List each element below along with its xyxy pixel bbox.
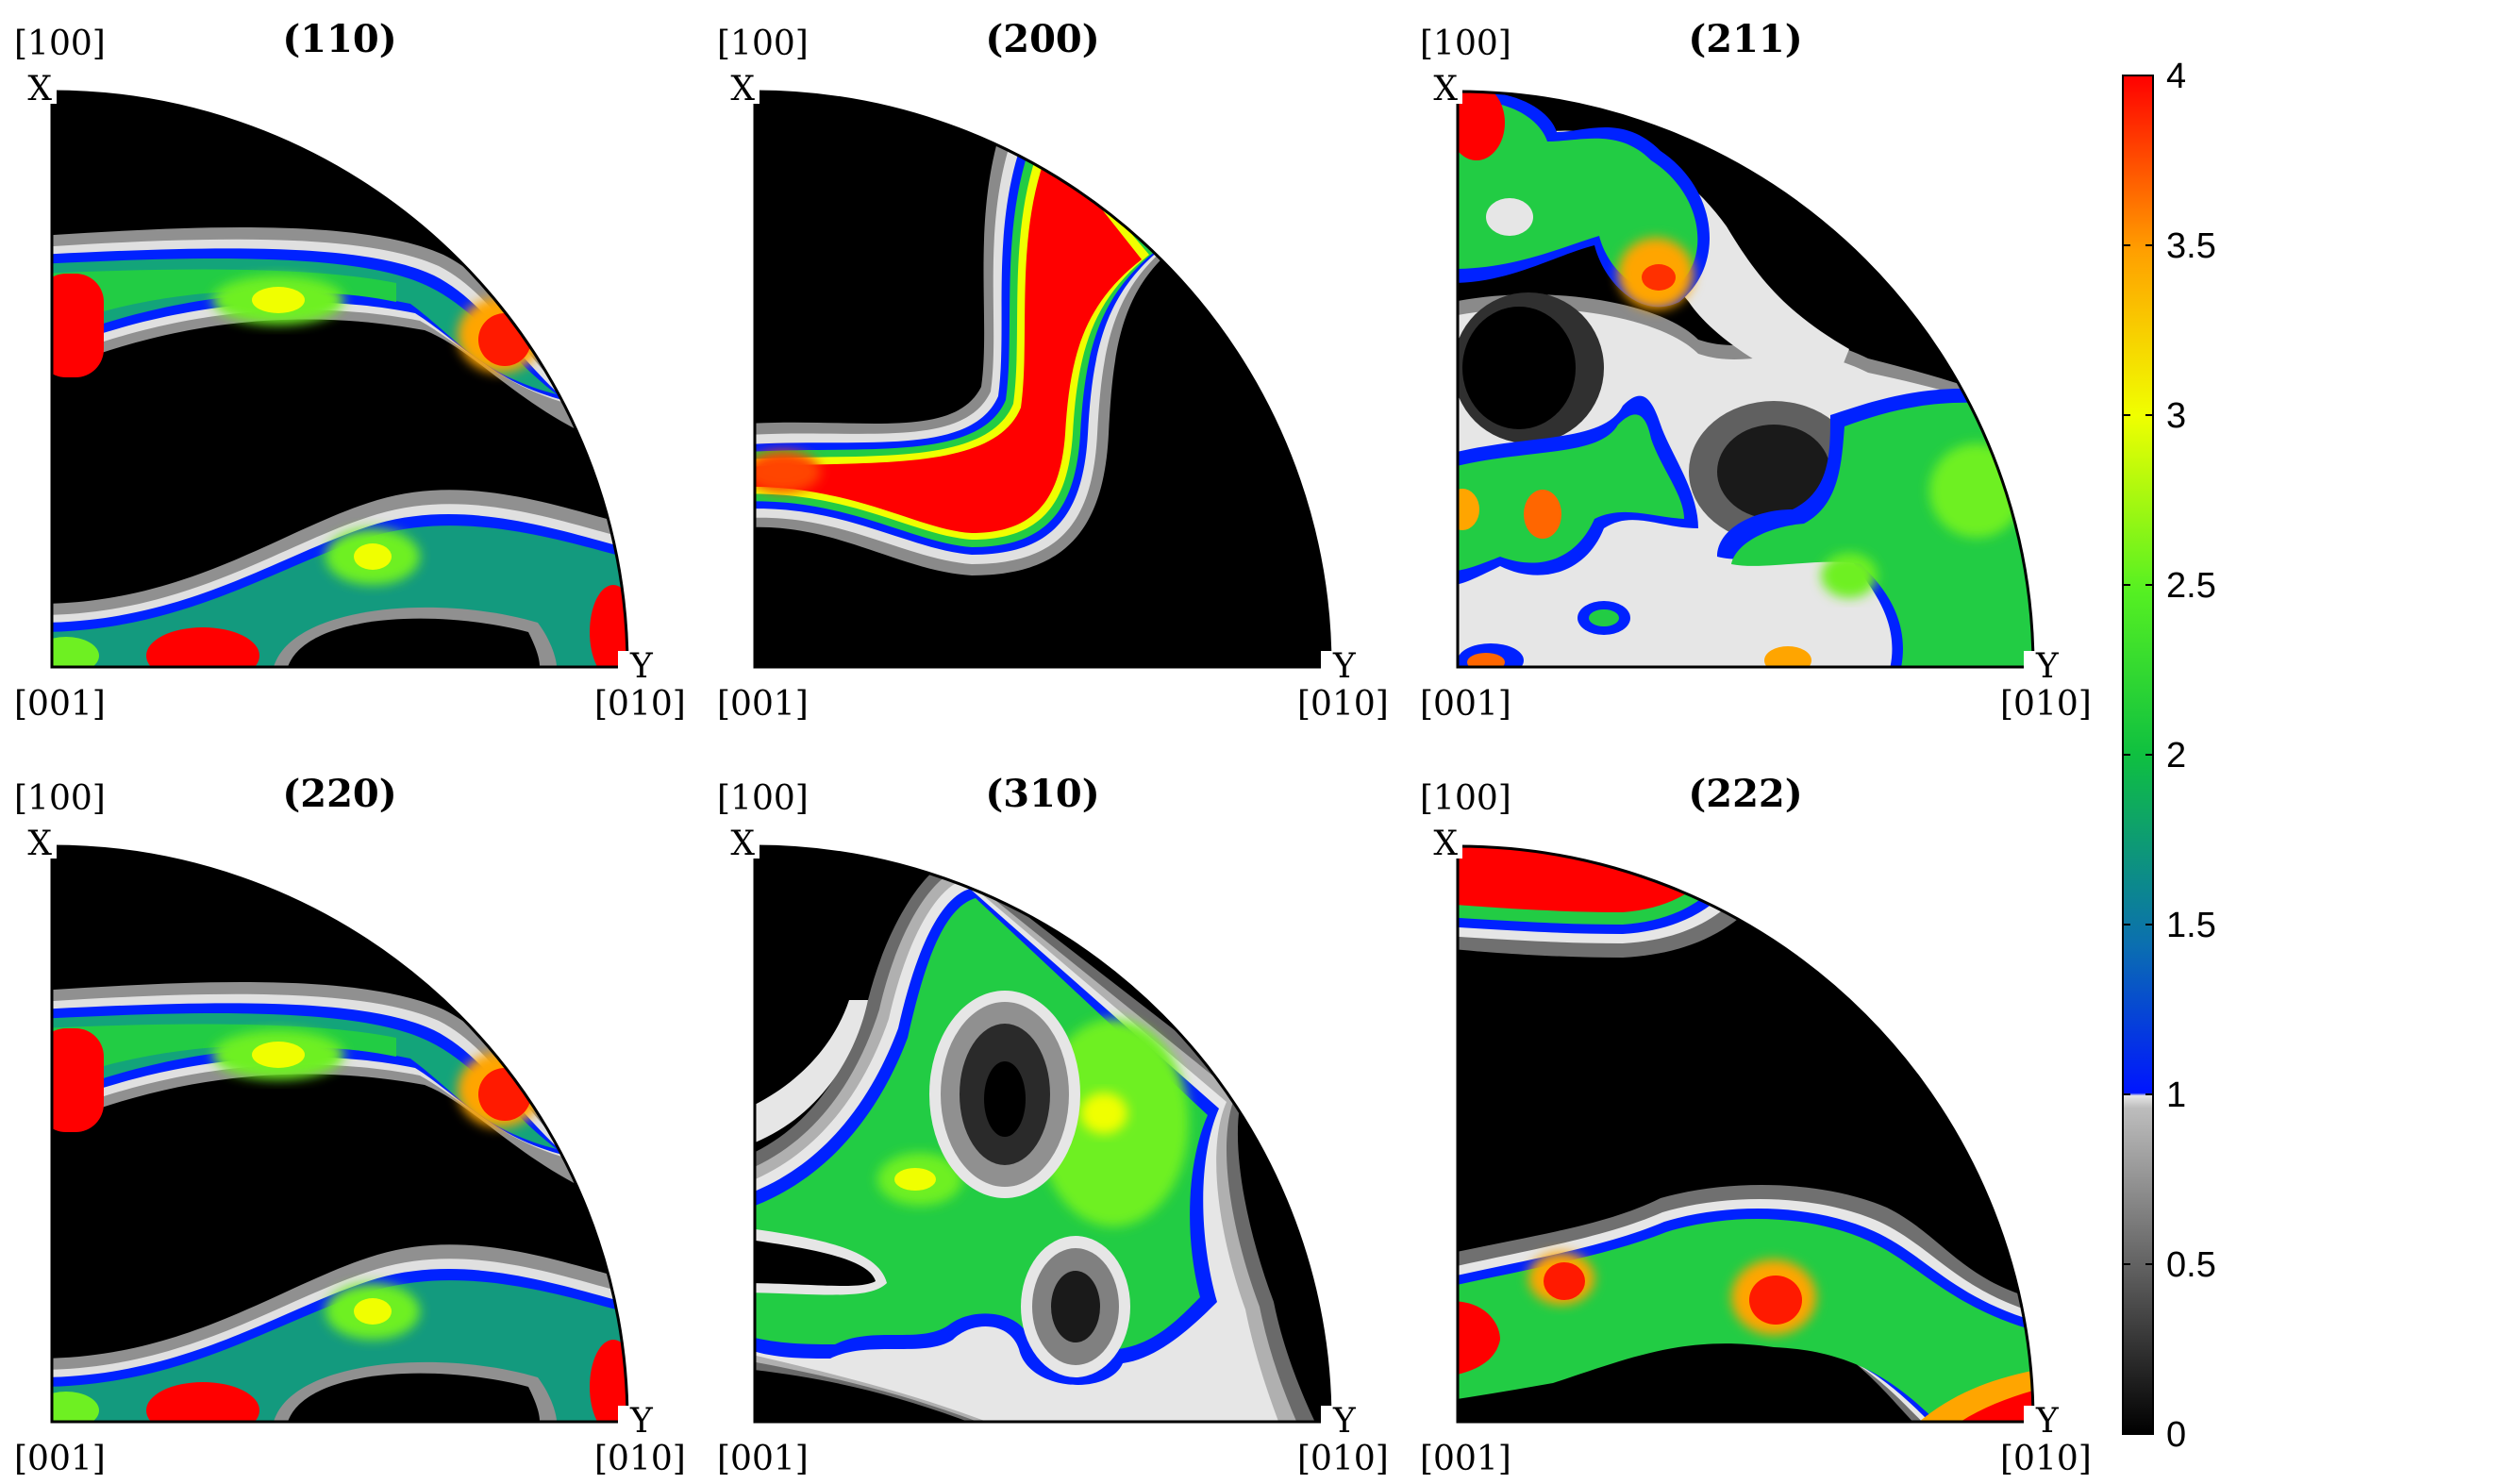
direction-label-100: [100] — [1420, 25, 1511, 63]
axis-x-label: X — [730, 825, 755, 863]
colorbar-tick-label: 0 — [2166, 1415, 2186, 1455]
panel-title: (200) — [985, 17, 1099, 61]
axis-x-label: X — [27, 70, 52, 108]
direction-label-100: [100] — [717, 779, 809, 818]
pole-figure-110: X Y [100] [001] [010] (110) — [14, 17, 686, 724]
colorbar-tick-label: 2.5 — [2166, 566, 2216, 606]
panel-title: (110) — [282, 17, 396, 61]
direction-label-001: [001] — [717, 1440, 809, 1478]
axis-x-label: X — [1433, 70, 1458, 108]
axis-x-label: X — [730, 70, 755, 108]
direction-label-010: [010] — [1297, 1440, 1389, 1478]
direction-label-100: [100] — [14, 25, 106, 63]
direction-label-001: [001] — [717, 685, 809, 724]
direction-label-010: [010] — [594, 1440, 686, 1478]
colorbar-tick-label: 1.5 — [2166, 906, 2216, 945]
pole-figure-200: X Y [100] [001] [010] (200) — [717, 17, 1389, 724]
direction-label-010: [010] — [1297, 685, 1389, 724]
direction-label-001: [001] — [14, 685, 106, 724]
axis-y-label: Y — [629, 647, 654, 686]
axis-y-label: Y — [2035, 647, 2060, 686]
panel-title: (310) — [985, 772, 1099, 816]
panel-title: (220) — [282, 772, 396, 816]
colorbar-tick-label: 4 — [2166, 57, 2186, 96]
colorbar-tick-label: 1 — [2166, 1075, 2186, 1115]
direction-label-001: [001] — [1420, 1440, 1511, 1478]
axis-y-label: Y — [2035, 1402, 2060, 1441]
axis-y-label: Y — [1332, 647, 1357, 686]
colorbar: 0 0.5 1 1.5 2 2.5 3 3.5 4 — [2123, 57, 2216, 1455]
direction-label-010: [010] — [2000, 685, 2092, 724]
colorbar-tick-label: 3.5 — [2166, 226, 2216, 266]
intensity-map — [1444, 75, 2047, 679]
panel-title: (222) — [1688, 772, 1802, 816]
direction-label-001: [001] — [14, 1440, 106, 1478]
axis-y-label: Y — [1332, 1402, 1357, 1441]
panel-title: (211) — [1688, 17, 1802, 61]
pole-figure-222: X Y [100] [001] [010] (222) — [1420, 772, 2092, 1478]
colorbar-tick-label: 3 — [2166, 396, 2186, 436]
direction-label-001: [001] — [1420, 685, 1511, 724]
pole-figure-211: X Y [100] [001] [010] (211) — [1420, 17, 2092, 724]
direction-label-100: [100] — [1420, 779, 1511, 818]
pole-figure-220: X Y [100] [001] [010] (220) — [14, 772, 686, 1478]
direction-label-010: [010] — [2000, 1440, 2092, 1478]
direction-label-100: [100] — [717, 25, 809, 63]
colorbar-tick-label: 0.5 — [2166, 1245, 2216, 1285]
axis-x-label: X — [1433, 825, 1458, 863]
direction-label-010: [010] — [594, 685, 686, 724]
axis-y-label: Y — [629, 1402, 654, 1441]
colorbar-tick-label: 2 — [2166, 736, 2186, 775]
axis-x-label: X — [27, 825, 52, 863]
pole-figure-310: X Y [100] [001] [010] (310) — [717, 772, 1389, 1478]
direction-label-100: [100] — [14, 779, 106, 818]
